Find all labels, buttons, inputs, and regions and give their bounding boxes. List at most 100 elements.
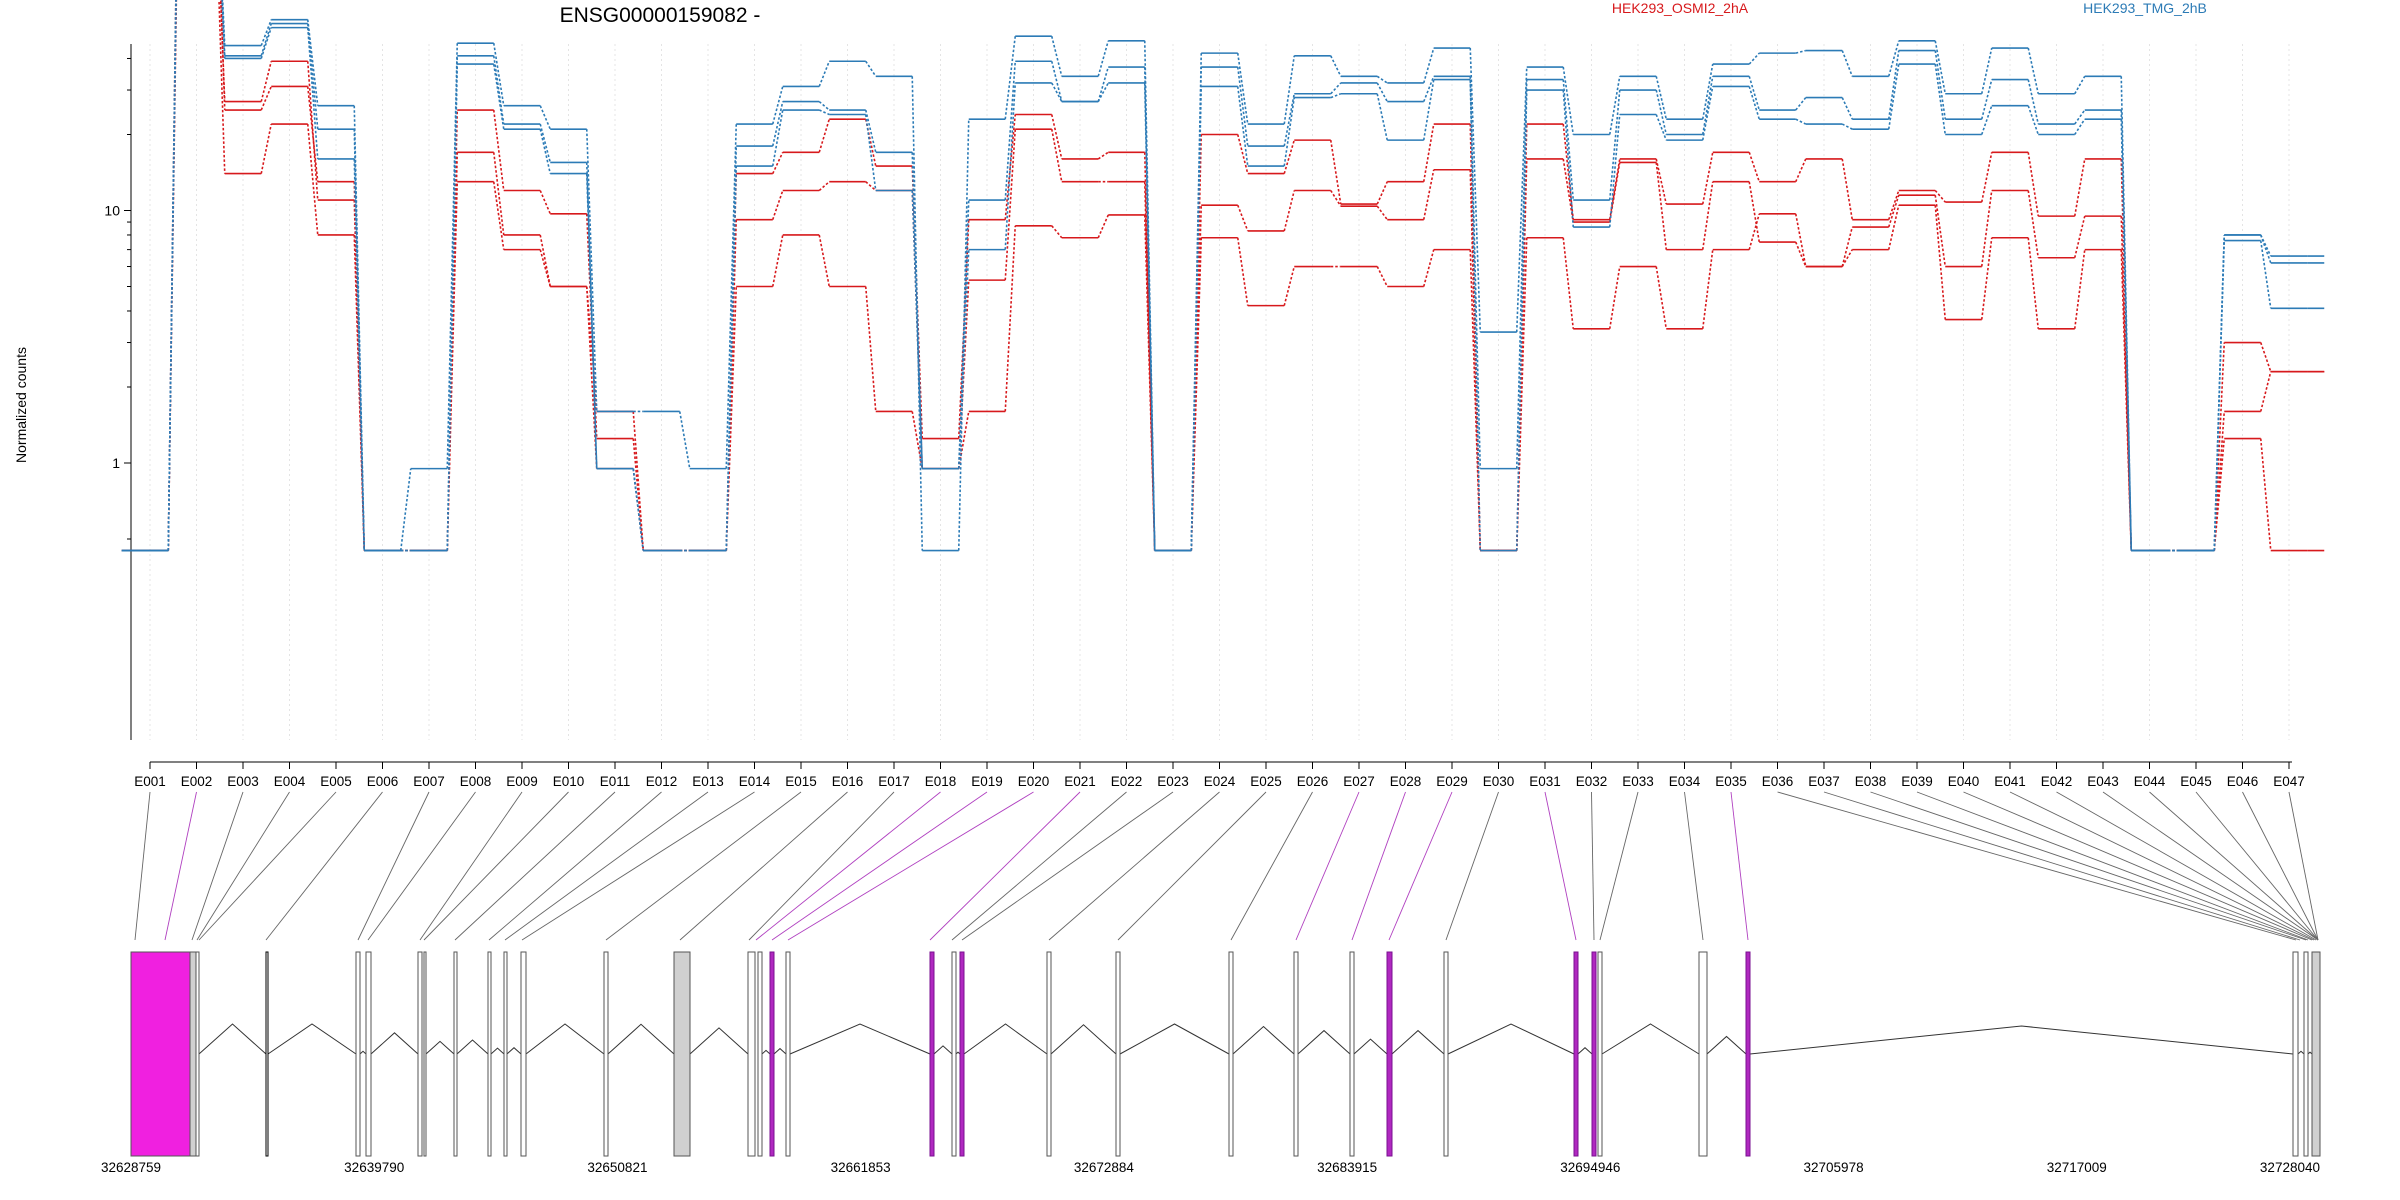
series-transition: [260, 86, 272, 111]
series-transition: [2074, 75, 2086, 95]
intron-line: [761, 1049, 771, 1055]
exon-connector: [265, 791, 383, 941]
series-transition: [1329, 139, 1342, 205]
genomic-position-axis: 32628759 32639790 32650821 32661853 32672884…: [101, 1160, 2320, 1175]
exon-box: [929, 951, 935, 1157]
exon-box: [1115, 951, 1121, 1157]
series-transition: [1236, 53, 1249, 125]
exon-connector: [929, 791, 1081, 941]
series-transition: [1283, 266, 1296, 306]
series-transition: [1562, 89, 1575, 228]
series-transition: [1748, 181, 1761, 243]
exon-box: [453, 951, 458, 1157]
exon-box: [1591, 951, 1597, 1157]
series-transition: [1097, 151, 1109, 160]
intron-line: [198, 1023, 267, 1055]
series-transition: [1004, 129, 1017, 281]
exon-connector: [1823, 791, 2301, 941]
exon-box: [769, 951, 775, 1157]
series-transition: [1980, 47, 1993, 94]
series-transition: [492, 181, 505, 250]
exon-label: E035: [1715, 774, 1747, 789]
series-transition: [539, 234, 552, 287]
series-transition: [771, 109, 784, 167]
exon-box: [747, 951, 756, 1157]
series-transition: [1051, 82, 1063, 102]
exon-connector: [679, 791, 848, 941]
series-transition: [1422, 169, 1435, 220]
exon-label: E003: [227, 774, 259, 789]
exon-label: E025: [1250, 774, 1282, 789]
exon-box: [423, 951, 427, 1157]
intron-line: [1391, 1029, 1445, 1055]
legend-entry-osmi2: HEK293_OSMI2_2hA: [1612, 0, 1749, 16]
series-transition: [306, 27, 319, 160]
exon-label: E027: [1343, 774, 1375, 789]
series-line: [121, 0, 2325, 552]
series-transition: [1283, 55, 1296, 125]
series-transition: [1562, 79, 1575, 201]
y-axis-label: Normalized counts: [13, 347, 29, 463]
series-transition: [1841, 97, 1853, 120]
exon-label: E036: [1762, 774, 1794, 789]
exon-connector: [1916, 791, 2309, 941]
series-transition: [1795, 49, 1806, 54]
series-transition: [1980, 237, 1993, 320]
exon-connector: [1351, 791, 1406, 941]
series-transition: [1887, 190, 1900, 220]
series-transition: [1980, 152, 1993, 203]
exon-connector: [961, 791, 1174, 941]
exon-connector: [1048, 791, 1220, 941]
intron-line: [1447, 1023, 1575, 1055]
series-transition: [2213, 342, 2226, 551]
series-transition: [260, 27, 273, 59]
series-layer: [121, 0, 2325, 552]
series-transition: [539, 190, 551, 215]
exon-connector: [2009, 791, 2315, 941]
series-transition: [2027, 237, 2040, 329]
series-transition: [2213, 438, 2226, 551]
series-transition: [2120, 249, 2133, 551]
series-transition: [2260, 234, 2272, 257]
exon-label: E034: [1669, 774, 1701, 789]
intron-line: [267, 1023, 357, 1055]
series-transition: [957, 119, 970, 551]
exon-connector: [191, 791, 244, 941]
series-transition: [1794, 213, 1807, 267]
genomic-position-label: 32694946: [1560, 1160, 1620, 1175]
series-transition: [1376, 205, 1388, 221]
exon-label: E007: [413, 774, 445, 789]
series-transition: [306, 86, 319, 182]
genomic-position-label: 32661853: [831, 1160, 891, 1175]
exon-box: [1386, 951, 1393, 1157]
series-transition: [2259, 240, 2272, 309]
genomic-position-label: 32628759: [101, 1160, 161, 1175]
exon-connector: [1544, 791, 1577, 941]
exon-connector: [164, 791, 197, 941]
series-transition: [632, 438, 645, 551]
series-transition: [2027, 79, 2040, 125]
series-transition: [865, 181, 877, 192]
exon-connector-lines: [134, 791, 2319, 941]
intron-line: [1119, 1023, 1230, 1055]
exon-connector: [771, 791, 988, 941]
series-transition: [221, 0, 226, 56]
series-transition: [585, 129, 598, 412]
series-transition: [1376, 82, 1388, 102]
exon-label: E017: [878, 774, 910, 789]
series-transition: [771, 86, 784, 125]
series-transition: [957, 249, 970, 469]
series-transition: [911, 190, 924, 469]
exon-connector: [605, 791, 802, 941]
exon-label: E037: [1808, 774, 1840, 789]
series-transition: [1887, 204, 1900, 250]
series-transition: [2027, 47, 2040, 94]
series-transition: [2120, 119, 2133, 551]
series-transition: [1608, 158, 1621, 220]
legend-entry-tmg: HEK293_TMG_2hB: [2083, 0, 2207, 16]
series-transition: [585, 286, 598, 412]
series-transition: [771, 101, 784, 147]
exon-label: E008: [460, 774, 492, 789]
series-transition: [539, 128, 552, 174]
intron-line: [607, 1023, 675, 1055]
